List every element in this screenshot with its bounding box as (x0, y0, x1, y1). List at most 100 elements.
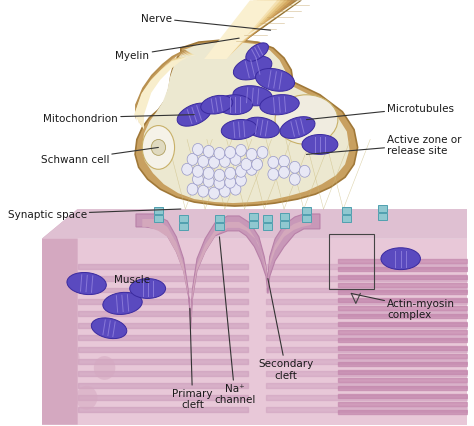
Circle shape (203, 176, 214, 188)
Circle shape (268, 157, 279, 169)
Polygon shape (135, 41, 357, 207)
Ellipse shape (177, 104, 211, 127)
Circle shape (209, 157, 219, 169)
Polygon shape (136, 214, 320, 328)
Polygon shape (134, 56, 196, 130)
Polygon shape (42, 210, 467, 239)
Bar (342, 216, 351, 222)
Ellipse shape (130, 279, 165, 299)
Circle shape (182, 164, 192, 176)
Circle shape (198, 156, 209, 168)
Circle shape (203, 146, 214, 158)
Circle shape (268, 169, 279, 181)
Circle shape (214, 148, 225, 160)
Ellipse shape (302, 135, 338, 155)
Text: Nerve: Nerve (141, 14, 271, 31)
Bar (42, 239, 467, 425)
Ellipse shape (275, 95, 338, 145)
Polygon shape (136, 54, 192, 126)
Text: Synaptic space: Synaptic space (8, 210, 181, 219)
Text: Secondary
cleft: Secondary cleft (258, 279, 313, 380)
Circle shape (198, 186, 209, 198)
Circle shape (230, 154, 241, 166)
Polygon shape (204, 1, 277, 60)
Text: Primary
cleft: Primary cleft (172, 309, 213, 409)
Bar (249, 213, 258, 220)
Text: Microtubules: Microtubules (307, 104, 454, 120)
Circle shape (246, 149, 257, 161)
Bar (302, 216, 311, 222)
Bar (329, 234, 374, 289)
Bar (378, 206, 387, 213)
Bar (280, 222, 289, 228)
Ellipse shape (260, 95, 299, 115)
Polygon shape (211, 1, 291, 52)
Circle shape (94, 356, 115, 380)
Polygon shape (215, 1, 299, 48)
Bar (302, 207, 311, 214)
Polygon shape (217, 1, 302, 46)
Circle shape (225, 168, 236, 180)
Ellipse shape (103, 293, 142, 315)
Ellipse shape (233, 57, 272, 81)
Circle shape (299, 166, 310, 178)
Ellipse shape (233, 86, 272, 106)
Ellipse shape (280, 118, 315, 139)
Polygon shape (213, 1, 295, 50)
Circle shape (225, 177, 236, 189)
Polygon shape (233, 1, 300, 46)
Circle shape (187, 154, 198, 166)
Polygon shape (208, 1, 284, 56)
Circle shape (236, 145, 246, 157)
Polygon shape (135, 51, 187, 120)
Ellipse shape (217, 95, 253, 115)
Circle shape (214, 178, 225, 190)
Text: Schwann cell: Schwann cell (41, 148, 158, 165)
Polygon shape (135, 55, 194, 128)
Text: Active zone or
release site: Active zone or release site (307, 134, 462, 156)
Circle shape (246, 164, 257, 176)
Text: Muscle: Muscle (114, 274, 150, 284)
Polygon shape (142, 43, 349, 204)
Ellipse shape (255, 69, 294, 92)
Ellipse shape (221, 120, 257, 140)
Ellipse shape (151, 140, 165, 156)
Circle shape (214, 170, 225, 182)
Circle shape (252, 159, 263, 171)
Circle shape (203, 168, 214, 180)
Circle shape (230, 184, 241, 196)
Circle shape (236, 175, 246, 187)
Bar (179, 216, 188, 222)
Bar (179, 223, 188, 230)
Bar (154, 216, 163, 222)
Polygon shape (137, 52, 189, 122)
Circle shape (49, 376, 71, 400)
Circle shape (219, 156, 230, 168)
Circle shape (187, 184, 198, 196)
Bar (280, 213, 289, 220)
Circle shape (219, 186, 230, 198)
Bar (264, 216, 273, 222)
Circle shape (58, 346, 80, 370)
Bar (154, 207, 163, 214)
Circle shape (76, 386, 97, 410)
Circle shape (290, 162, 300, 174)
Text: Myelin: Myelin (116, 39, 239, 61)
Ellipse shape (244, 118, 279, 138)
Circle shape (279, 167, 290, 179)
Circle shape (209, 188, 219, 200)
Circle shape (192, 174, 203, 186)
Ellipse shape (91, 318, 127, 339)
Circle shape (279, 156, 290, 168)
Bar (378, 213, 387, 220)
Circle shape (192, 144, 203, 156)
Circle shape (225, 147, 236, 159)
Bar (215, 223, 224, 230)
Ellipse shape (142, 126, 174, 170)
Ellipse shape (201, 96, 233, 115)
Polygon shape (206, 1, 281, 58)
Circle shape (241, 159, 252, 171)
Ellipse shape (246, 44, 268, 62)
Bar (249, 222, 258, 228)
Circle shape (236, 166, 246, 178)
